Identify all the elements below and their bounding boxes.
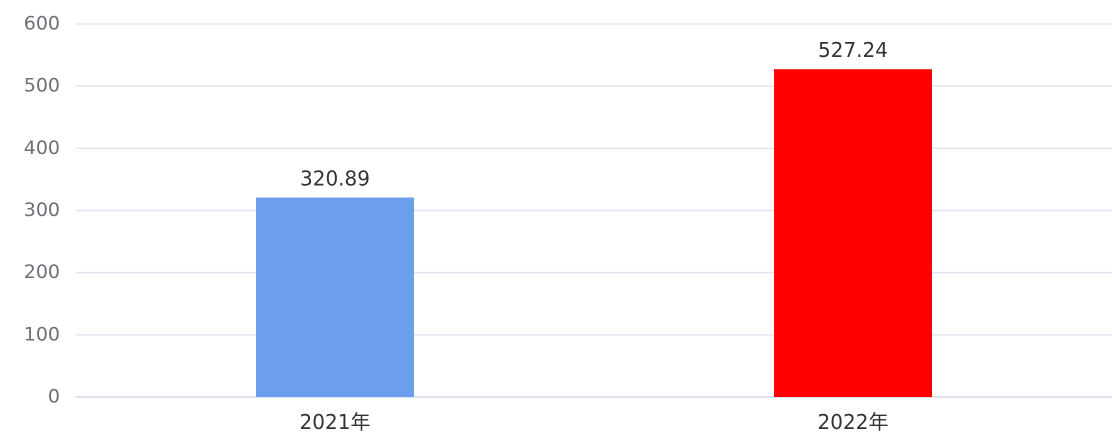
y-axis-ticks: 0 100 200 300 400 500 600 [24,13,60,408]
y-tick-label: 500 [24,75,60,97]
y-tick-label: 100 [24,323,60,345]
bar [774,69,932,397]
y-tick-label: 0 [48,386,60,408]
bar-value-label: 320.89 [300,167,370,191]
x-category-label: 2021年 [300,410,371,434]
y-tick-label: 600 [24,13,60,35]
gridlines [76,23,1112,398]
data-labels: 320.89 527.24 [300,38,888,190]
y-tick-label: 200 [24,261,60,283]
bars [256,69,932,397]
y-tick-label: 300 [24,199,60,221]
bar [256,197,414,397]
bar-value-label: 527.24 [818,38,888,62]
y-tick-label: 400 [24,137,60,159]
x-axis-categories: 2021年 2022年 [300,410,889,434]
x-category-label: 2022年 [818,410,889,434]
